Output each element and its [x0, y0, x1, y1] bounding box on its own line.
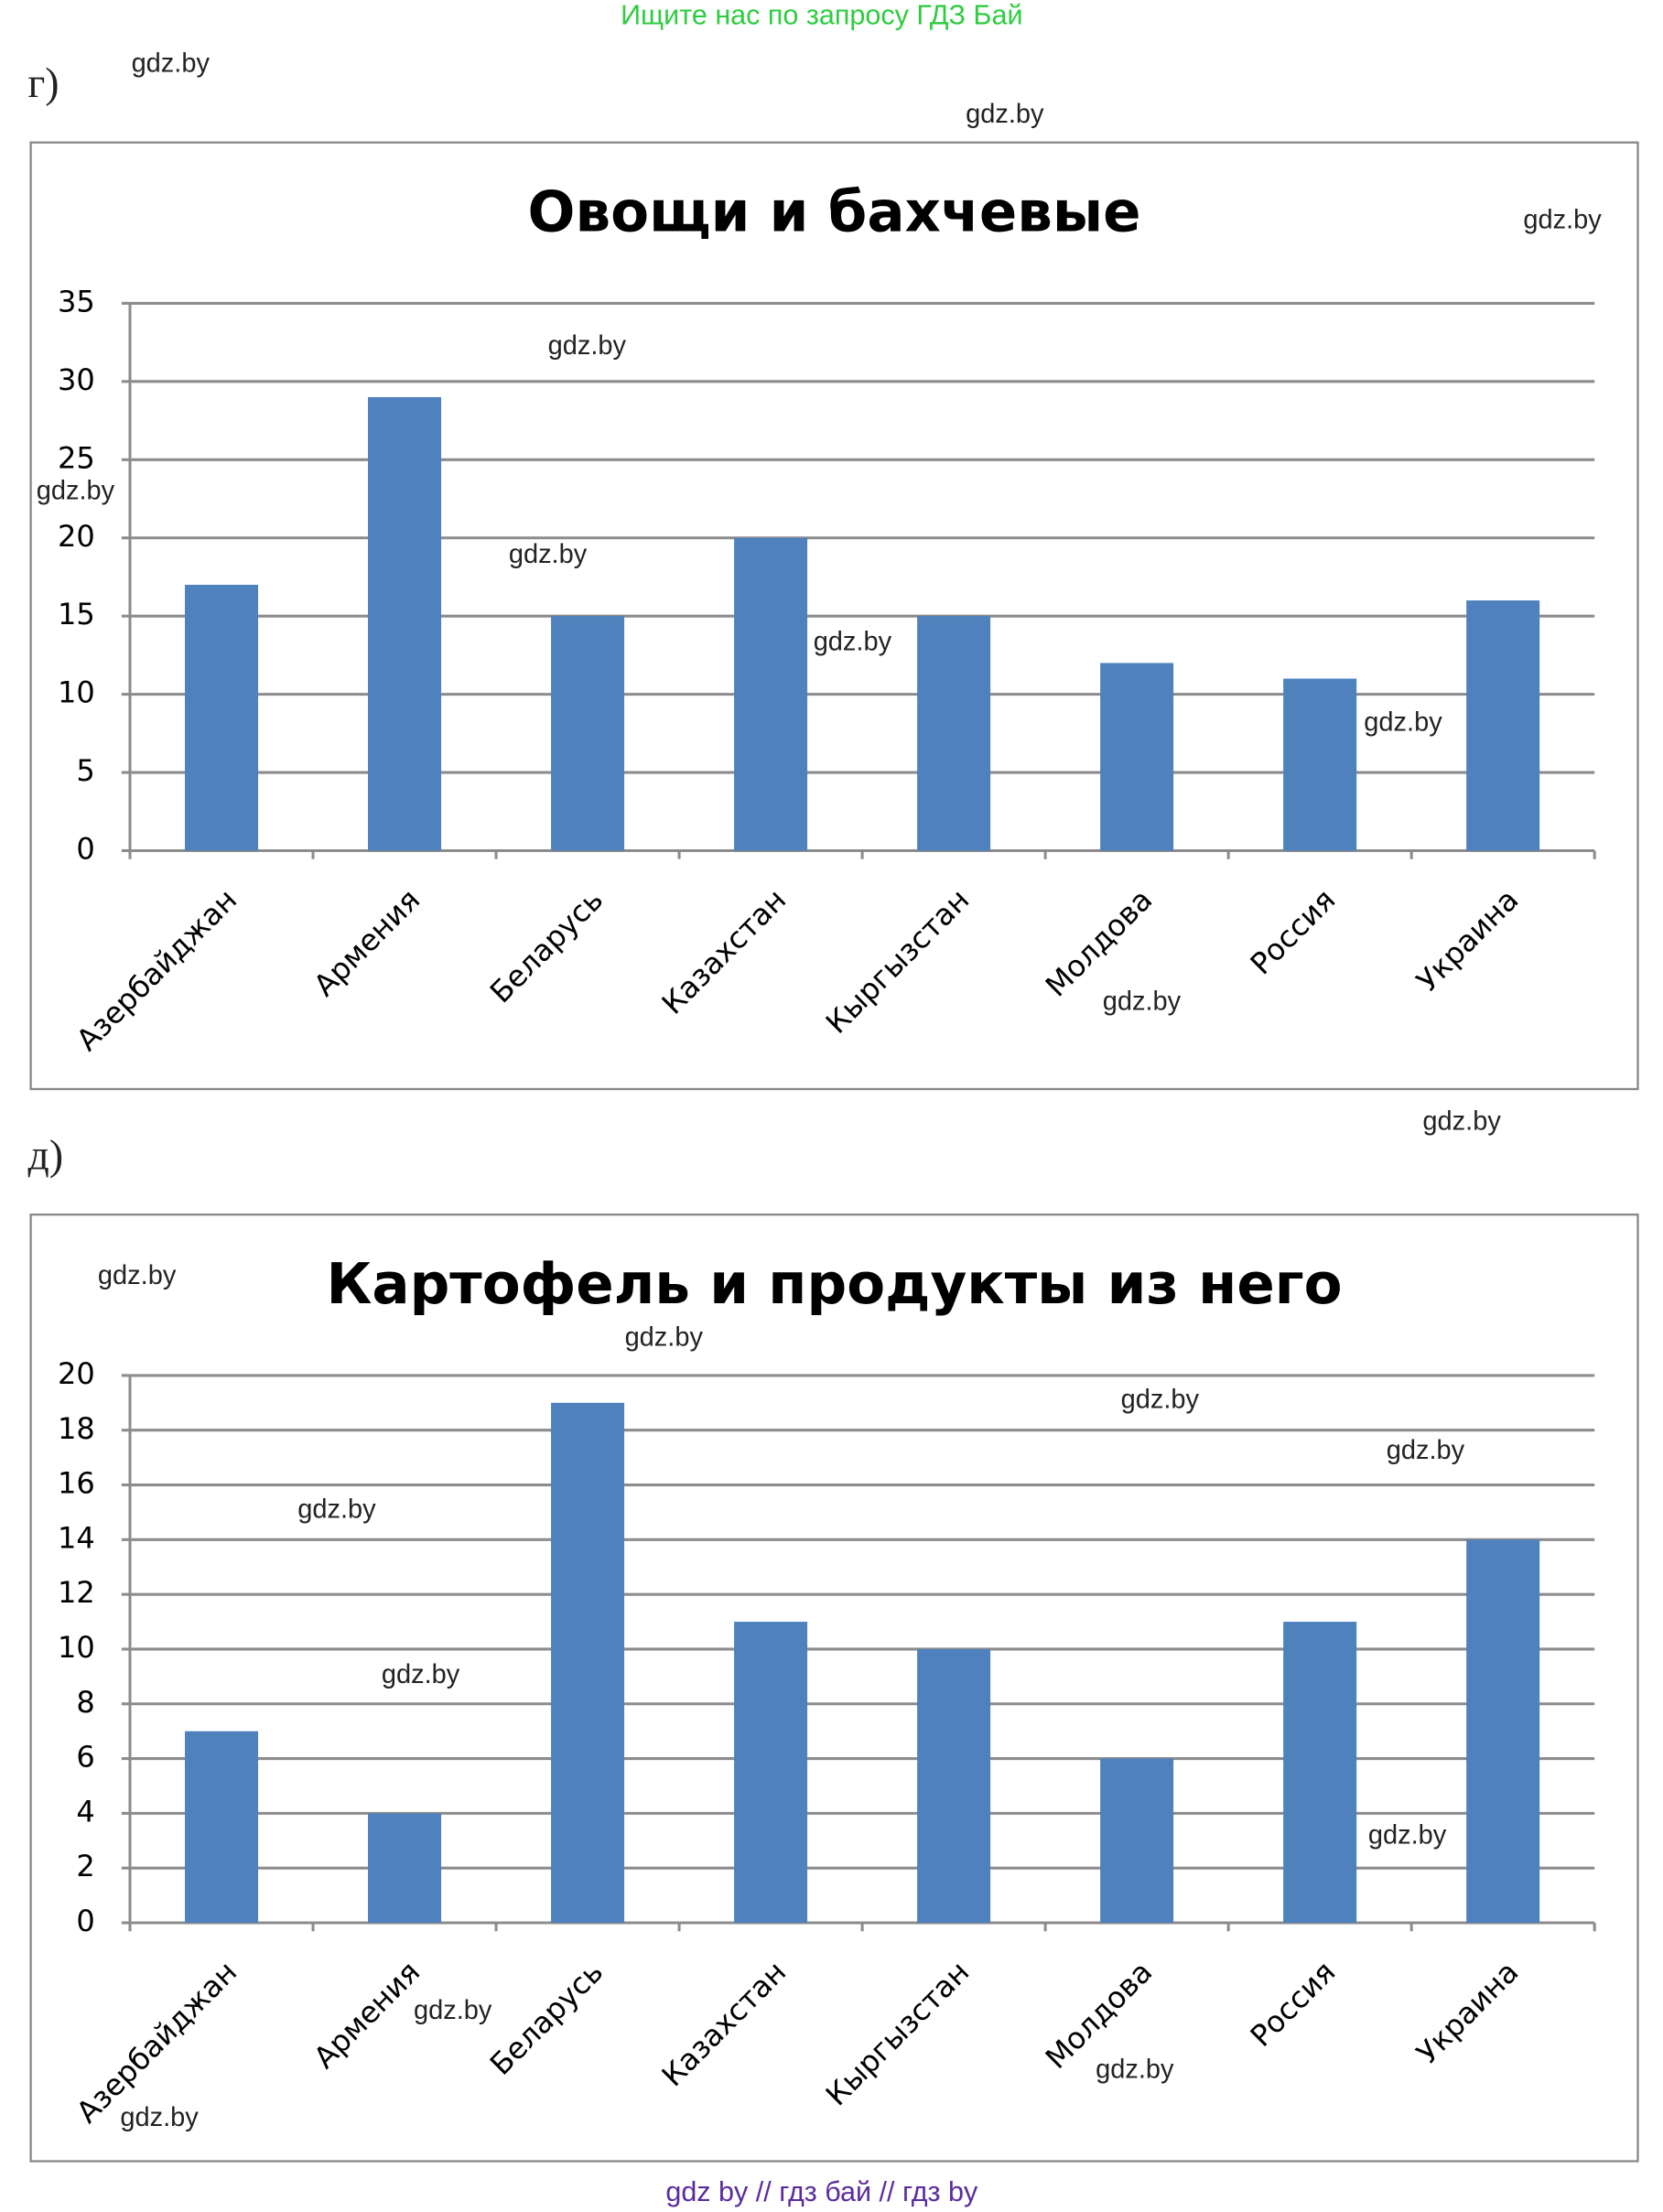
watermark: gdz.by [414, 1996, 492, 2025]
bar [551, 1402, 625, 1924]
y-tick-label: 15 [58, 597, 95, 631]
chart-title: Овощи и бахчевые [528, 179, 1141, 244]
y-tick-label: 20 [58, 519, 95, 554]
y-tick-label: 20 [58, 1356, 95, 1391]
x-tick-label: Украина [1409, 1954, 1525, 2070]
y-tick-label: 0 [76, 831, 94, 866]
x-tick-label: Кыргызстан [819, 1954, 976, 2112]
y-tick-label: 10 [58, 1630, 95, 1665]
watermark: gdz.by [98, 1261, 177, 1290]
bar [1283, 1622, 1357, 1924]
section-label: д) [28, 1131, 64, 1178]
x-tick-label: Беларусь [483, 882, 610, 1010]
y-tick-label: 14 [58, 1520, 95, 1555]
bar [368, 1813, 442, 1924]
watermark: gdz.by [132, 49, 211, 79]
bar [1100, 663, 1174, 851]
y-tick-label: 2 [76, 1849, 94, 1883]
bar [1283, 678, 1357, 851]
bar [734, 1622, 808, 1924]
y-tick-label: 0 [76, 1904, 94, 1938]
bar [185, 584, 259, 851]
watermark: gdz.by [1368, 1821, 1447, 1851]
x-tick-label: Армения [307, 1954, 427, 2075]
watermark: gdz.by [297, 1495, 376, 1525]
chart-title: Картофель и продукты из него [326, 1252, 1342, 1317]
watermark: gdz.by [966, 100, 1044, 129]
bar [1100, 1758, 1174, 1924]
watermark: gdz.by [120, 2103, 199, 2132]
x-tick-label: Россия [1244, 882, 1343, 982]
footer: gdz by // гдз бай // гдз by [665, 2175, 978, 2207]
y-tick-label: 35 [58, 284, 95, 318]
x-tick-label: Кыргызстан [819, 882, 976, 1041]
bar [185, 1731, 259, 1924]
y-tick-label: 6 [76, 1739, 94, 1774]
y-tick-label: 5 [76, 753, 94, 788]
watermark: gdz.by [1387, 1436, 1465, 1465]
bar [368, 396, 442, 851]
watermark: gdz.by [1103, 987, 1182, 1017]
watermark: gdz.by [1364, 707, 1442, 737]
x-tick-label: Беларусь [483, 1954, 610, 2082]
y-tick-label: 16 [58, 1465, 95, 1500]
watermark: gdz.by [548, 331, 627, 361]
bar [1466, 1539, 1540, 1924]
y-tick-label: 8 [76, 1685, 94, 1720]
x-tick-label: Россия [1244, 1954, 1343, 2054]
x-tick-label: Казахстан [655, 1954, 793, 2093]
y-tick-label: 12 [58, 1575, 95, 1610]
watermark: gdz.by [37, 477, 115, 506]
x-tick-label: Украина [1409, 882, 1525, 998]
bar [551, 616, 625, 851]
chart-frame [29, 141, 1639, 1091]
bar [1466, 600, 1540, 851]
y-tick-label: 4 [76, 1794, 94, 1829]
watermark: gdz.by [1096, 2055, 1174, 2084]
x-tick-label: Казахстан [655, 882, 793, 1021]
watermark: gdz.by [382, 1660, 460, 1689]
watermark: gdz.by [1422, 1107, 1501, 1137]
y-tick-label: 30 [58, 362, 95, 397]
x-tick-label: Армения [307, 882, 427, 1003]
y-tick-label: 25 [58, 440, 95, 475]
x-tick-label: Азербайджан [70, 882, 243, 1058]
x-tick-label: Молдова [1039, 882, 1159, 1004]
watermark: gdz.by [625, 1322, 704, 1352]
section-label: г) [28, 59, 59, 106]
watermark: gdz.by [1523, 206, 1602, 235]
bar [917, 1648, 991, 1924]
bar [734, 537, 808, 851]
chart-frame [29, 1214, 1639, 2163]
y-tick-label: 10 [58, 675, 95, 710]
watermark: gdz.by [509, 540, 588, 569]
watermark: gdz.by [814, 628, 892, 657]
header: Ищите нас по запросу ГДЗ Бай [621, 0, 1022, 31]
watermark: gdz.by [1121, 1385, 1200, 1414]
y-tick-label: 18 [58, 1411, 95, 1446]
bar [917, 616, 991, 851]
